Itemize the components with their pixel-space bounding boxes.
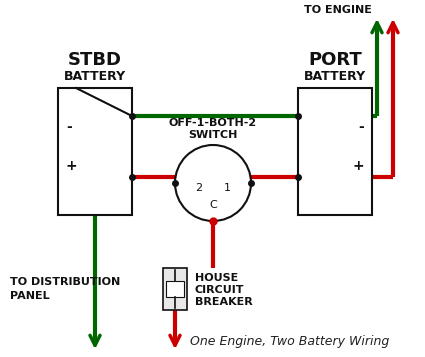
Text: TO DISTRIBUTION: TO DISTRIBUTION [10, 277, 120, 287]
Text: SWITCH: SWITCH [188, 130, 238, 140]
Bar [166, 281, 184, 297]
Text: -: - [358, 120, 364, 134]
Text: BATTERY: BATTERY [64, 70, 126, 82]
Text: HOUSE: HOUSE [195, 273, 238, 283]
Text: OFF-1-BOTH-2: OFF-1-BOTH-2 [169, 118, 257, 128]
Text: 2: 2 [196, 183, 203, 193]
Bar [298, 88, 372, 215]
Text: One Engine, Two Battery Wiring: One Engine, Two Battery Wiring [190, 336, 390, 348]
Text: BATTERY: BATTERY [304, 70, 366, 82]
Text: STBD: STBD [68, 51, 122, 69]
Text: PORT: PORT [308, 51, 362, 69]
Text: CIRCUIT: CIRCUIT [195, 285, 244, 295]
Text: C: C [209, 200, 217, 210]
Circle shape [175, 145, 251, 221]
Text: PANEL: PANEL [10, 291, 50, 301]
Text: +: + [352, 159, 364, 173]
Bar [163, 268, 187, 310]
Text: BREAKER: BREAKER [195, 297, 253, 307]
Text: +: + [66, 159, 78, 173]
Text: 1: 1 [224, 183, 230, 193]
Bar [58, 88, 132, 215]
Text: -: - [66, 120, 72, 134]
Text: TO ENGINE: TO ENGINE [304, 5, 372, 15]
